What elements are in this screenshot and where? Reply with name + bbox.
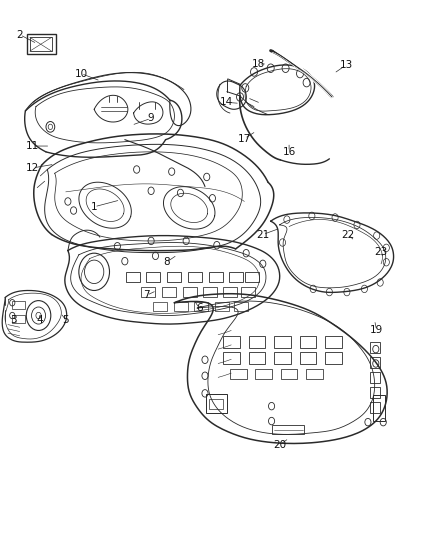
Bar bbox=[209, 272, 223, 282]
Bar bbox=[370, 342, 380, 353]
Text: 11: 11 bbox=[26, 141, 39, 151]
Bar bbox=[245, 272, 259, 282]
Bar bbox=[306, 369, 323, 379]
Bar bbox=[300, 336, 316, 348]
Text: 21: 21 bbox=[256, 230, 269, 239]
Text: 4: 4 bbox=[36, 315, 43, 325]
Bar bbox=[370, 402, 380, 413]
Bar bbox=[229, 272, 243, 282]
Bar bbox=[12, 315, 25, 323]
Bar bbox=[194, 302, 208, 311]
Bar bbox=[255, 369, 272, 379]
Text: 18: 18 bbox=[252, 59, 265, 69]
Bar bbox=[162, 287, 176, 297]
Bar bbox=[209, 399, 223, 409]
Bar bbox=[370, 372, 380, 383]
Bar bbox=[12, 301, 25, 309]
Bar bbox=[325, 336, 342, 348]
Bar bbox=[203, 287, 217, 297]
Bar bbox=[272, 425, 304, 434]
Text: 17: 17 bbox=[238, 134, 251, 143]
Bar bbox=[274, 352, 291, 364]
Bar bbox=[223, 287, 237, 297]
Bar bbox=[223, 352, 240, 364]
Text: 20: 20 bbox=[273, 440, 286, 450]
Text: 8: 8 bbox=[163, 257, 170, 267]
Text: 1: 1 bbox=[91, 202, 98, 212]
Bar bbox=[206, 394, 227, 413]
Bar bbox=[183, 287, 197, 297]
Text: 2: 2 bbox=[16, 30, 23, 39]
Bar bbox=[300, 352, 316, 364]
Bar bbox=[230, 369, 247, 379]
Bar bbox=[167, 272, 181, 282]
Text: 22: 22 bbox=[342, 230, 355, 239]
Text: 6: 6 bbox=[196, 303, 203, 313]
Bar bbox=[30, 37, 52, 51]
Bar bbox=[141, 287, 155, 297]
Bar bbox=[188, 272, 202, 282]
Bar bbox=[370, 357, 380, 368]
Bar bbox=[274, 336, 291, 348]
Text: 19: 19 bbox=[370, 326, 383, 335]
Text: 9: 9 bbox=[148, 114, 155, 123]
Bar bbox=[325, 352, 342, 364]
Bar bbox=[373, 395, 385, 421]
Bar bbox=[234, 302, 248, 311]
Bar bbox=[249, 352, 265, 364]
Text: 23: 23 bbox=[374, 247, 388, 256]
Bar bbox=[241, 287, 255, 297]
Bar bbox=[281, 369, 297, 379]
Bar bbox=[223, 336, 240, 348]
Text: 16: 16 bbox=[283, 147, 296, 157]
Bar bbox=[174, 302, 188, 311]
Bar bbox=[249, 336, 265, 348]
Text: 7: 7 bbox=[143, 290, 150, 300]
Bar bbox=[153, 302, 167, 311]
Bar bbox=[27, 34, 56, 54]
Text: 13: 13 bbox=[339, 60, 353, 70]
Bar bbox=[370, 387, 380, 398]
Bar bbox=[146, 272, 160, 282]
Text: 10: 10 bbox=[74, 69, 88, 78]
Bar bbox=[126, 272, 140, 282]
Text: 3: 3 bbox=[10, 315, 17, 325]
Bar bbox=[215, 302, 229, 311]
Text: 14: 14 bbox=[220, 98, 233, 107]
Text: 5: 5 bbox=[62, 315, 69, 325]
Text: 12: 12 bbox=[26, 163, 39, 173]
